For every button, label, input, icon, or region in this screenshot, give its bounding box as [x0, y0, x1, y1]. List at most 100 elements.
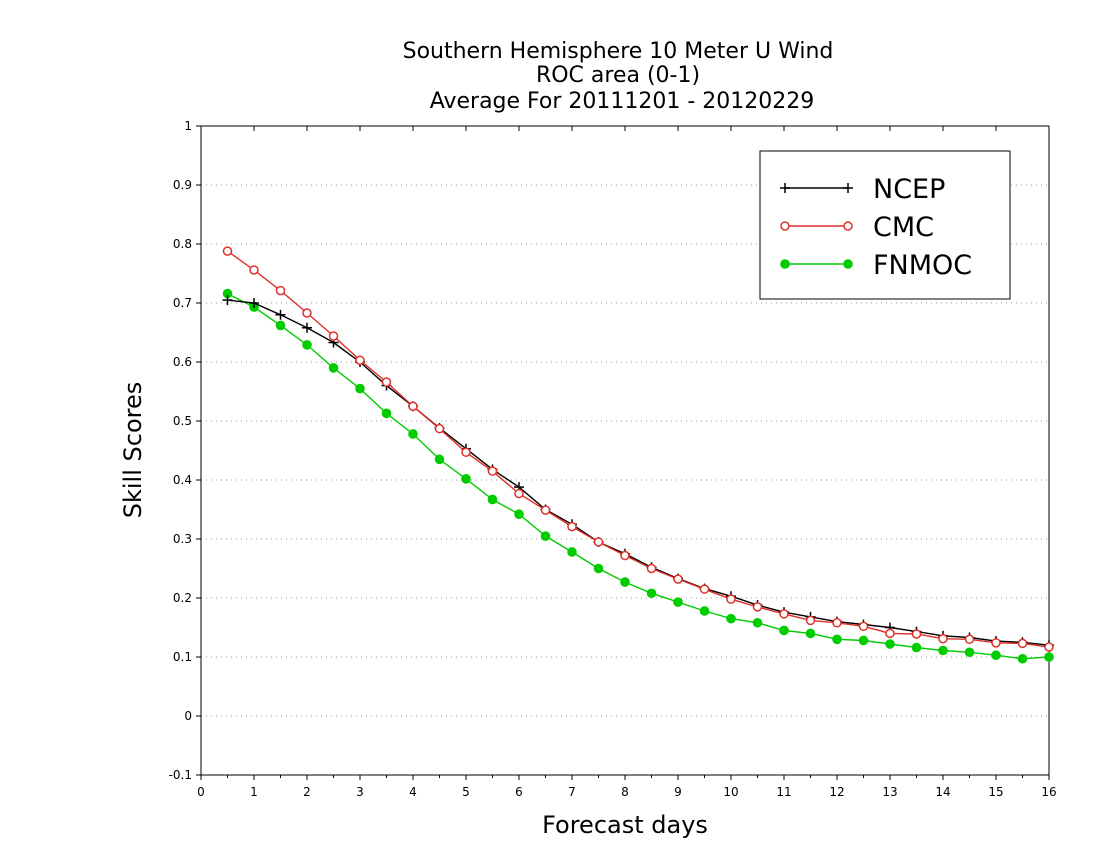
- legend-marker-ncep-b: [843, 183, 853, 193]
- point-fnmoc-12: [540, 531, 551, 541]
- point-cmc-22: [805, 615, 816, 626]
- chart-title-line-2: ROC area (0-1): [536, 63, 700, 88]
- point-ncep-3: [302, 322, 312, 333]
- legend-marker-fnmoc-b: [843, 259, 853, 269]
- x-tick-label-7: 7: [568, 785, 576, 799]
- point-fnmoc-14: [593, 563, 604, 574]
- point-fnmoc-22: [805, 628, 816, 639]
- legend-item-ncep: NCEP: [780, 174, 945, 205]
- x-tick-label-11: 11: [776, 785, 791, 799]
- y-tick-label-7: 0.6: [173, 355, 192, 369]
- point-cmc-5: [355, 355, 365, 365]
- point-cmc-10: [487, 466, 498, 476]
- legend-label-fnmoc: FNMOC: [873, 250, 972, 281]
- x-tick-label-1: 1: [250, 785, 258, 799]
- legend-marker-cmc-a: [780, 221, 790, 231]
- point-cmc-21: [779, 609, 789, 619]
- x-tick-label-8: 8: [621, 785, 629, 799]
- x-tick-label-12: 12: [829, 785, 844, 799]
- point-cmc-24: [858, 621, 869, 632]
- point-cmc-14: [593, 537, 604, 547]
- y-axis-label: Skill Scores: [119, 382, 147, 519]
- y-tick-label-10: 0.9: [173, 178, 192, 192]
- legend-item-fnmoc: FNMOC: [780, 250, 972, 281]
- x-tick-label-9: 9: [674, 785, 682, 799]
- point-fnmoc-26: [911, 642, 922, 653]
- point-cmc-13: [567, 521, 577, 532]
- legend-marker-fnmoc-a: [780, 259, 790, 269]
- point-cmc-17: [673, 574, 683, 584]
- series-layer: [222, 246, 1054, 664]
- point-ncep-0: [222, 295, 233, 306]
- point-fnmoc-18: [699, 606, 710, 616]
- point-cmc-26: [911, 629, 922, 639]
- point-fnmoc-27: [938, 645, 948, 656]
- point-cmc-11: [514, 488, 524, 499]
- point-cmc-8: [434, 423, 445, 434]
- legend: NCEP CMC FNMOC: [759, 150, 1011, 300]
- point-fnmoc-4: [328, 363, 339, 373]
- chart-title: Southern Hemisphere 10 Meter U Wind ROC …: [403, 39, 834, 114]
- point-fnmoc-29: [991, 650, 1001, 661]
- axis-ticks: -0.100.10.20.30.40.50.60.70.80.910 1 2 3 4 5 6…: [169, 119, 1057, 799]
- point-fnmoc-16: [646, 588, 657, 599]
- point-cmc-15: [620, 550, 630, 561]
- point-cmc-16: [646, 563, 657, 574]
- x-tick-label-6: 6: [515, 785, 523, 799]
- point-fnmoc-19: [726, 613, 736, 624]
- x-tick-label-4: 4: [409, 785, 417, 799]
- legend-marker-cmc-b: [843, 221, 853, 231]
- series-cmc: [222, 246, 1054, 652]
- point-fnmoc-30: [1017, 653, 1028, 664]
- point-fnmoc-23: [832, 634, 842, 645]
- point-cmc-3: [302, 308, 312, 318]
- point-cmc-31: [1044, 642, 1054, 652]
- point-fnmoc-20: [752, 617, 763, 628]
- x-tick-label-0: 0: [197, 785, 205, 799]
- point-cmc-25: [885, 628, 895, 639]
- y-tick-label-11: 1: [184, 119, 192, 133]
- x-tick-label-15: 15: [988, 785, 1003, 799]
- point-fnmoc-10: [487, 494, 498, 505]
- chart-title-line-3: Average For 20111201 - 20120229: [430, 89, 815, 114]
- x-tick-label-2: 2: [303, 785, 311, 799]
- point-fnmoc-8: [434, 454, 445, 465]
- point-fnmoc-7: [408, 429, 418, 439]
- point-cmc-2: [275, 285, 286, 296]
- point-cmc-9: [461, 447, 471, 458]
- plot-frame: [200, 125, 1050, 776]
- legend-box: [759, 150, 1011, 300]
- y-tick-label-0: -0.1: [169, 768, 192, 782]
- x-axis-label: Forecast days: [542, 811, 708, 839]
- series-line-fnmoc: [227, 292, 1050, 660]
- point-fnmoc-21: [779, 625, 789, 636]
- point-fnmoc-3: [302, 340, 312, 350]
- point-cmc-1: [249, 265, 259, 275]
- point-cmc-19: [726, 594, 736, 604]
- y-tick-label-4: 0.3: [173, 532, 192, 546]
- point-fnmoc-24: [858, 635, 869, 646]
- point-fnmoc-6: [381, 408, 392, 419]
- x-tick-label-16: 16: [1041, 785, 1056, 799]
- point-fnmoc-5: [355, 383, 365, 394]
- point-cmc-27: [938, 633, 948, 644]
- point-cmc-30: [1017, 638, 1028, 649]
- legend-label-ncep: NCEP: [873, 174, 945, 205]
- point-cmc-29: [991, 638, 1001, 648]
- point-fnmoc-11: [514, 509, 524, 520]
- point-cmc-28: [964, 634, 975, 645]
- legend-label-cmc: CMC: [873, 212, 934, 243]
- point-ncep-1: [249, 298, 259, 308]
- point-cmc-23: [832, 618, 842, 628]
- point-cmc-7: [408, 401, 418, 411]
- x-tick-label-14: 14: [935, 785, 950, 799]
- point-fnmoc-17: [673, 597, 683, 607]
- y-tick-label-3: 0.2: [173, 591, 192, 605]
- x-tick-label-5: 5: [462, 785, 470, 799]
- point-fnmoc-15: [620, 577, 630, 587]
- series-fnmoc: [222, 288, 1054, 664]
- x-tick-label-3: 3: [356, 785, 364, 799]
- chart-title-line-1: Southern Hemisphere 10 Meter U Wind: [403, 39, 834, 64]
- point-fnmoc-28: [964, 647, 975, 658]
